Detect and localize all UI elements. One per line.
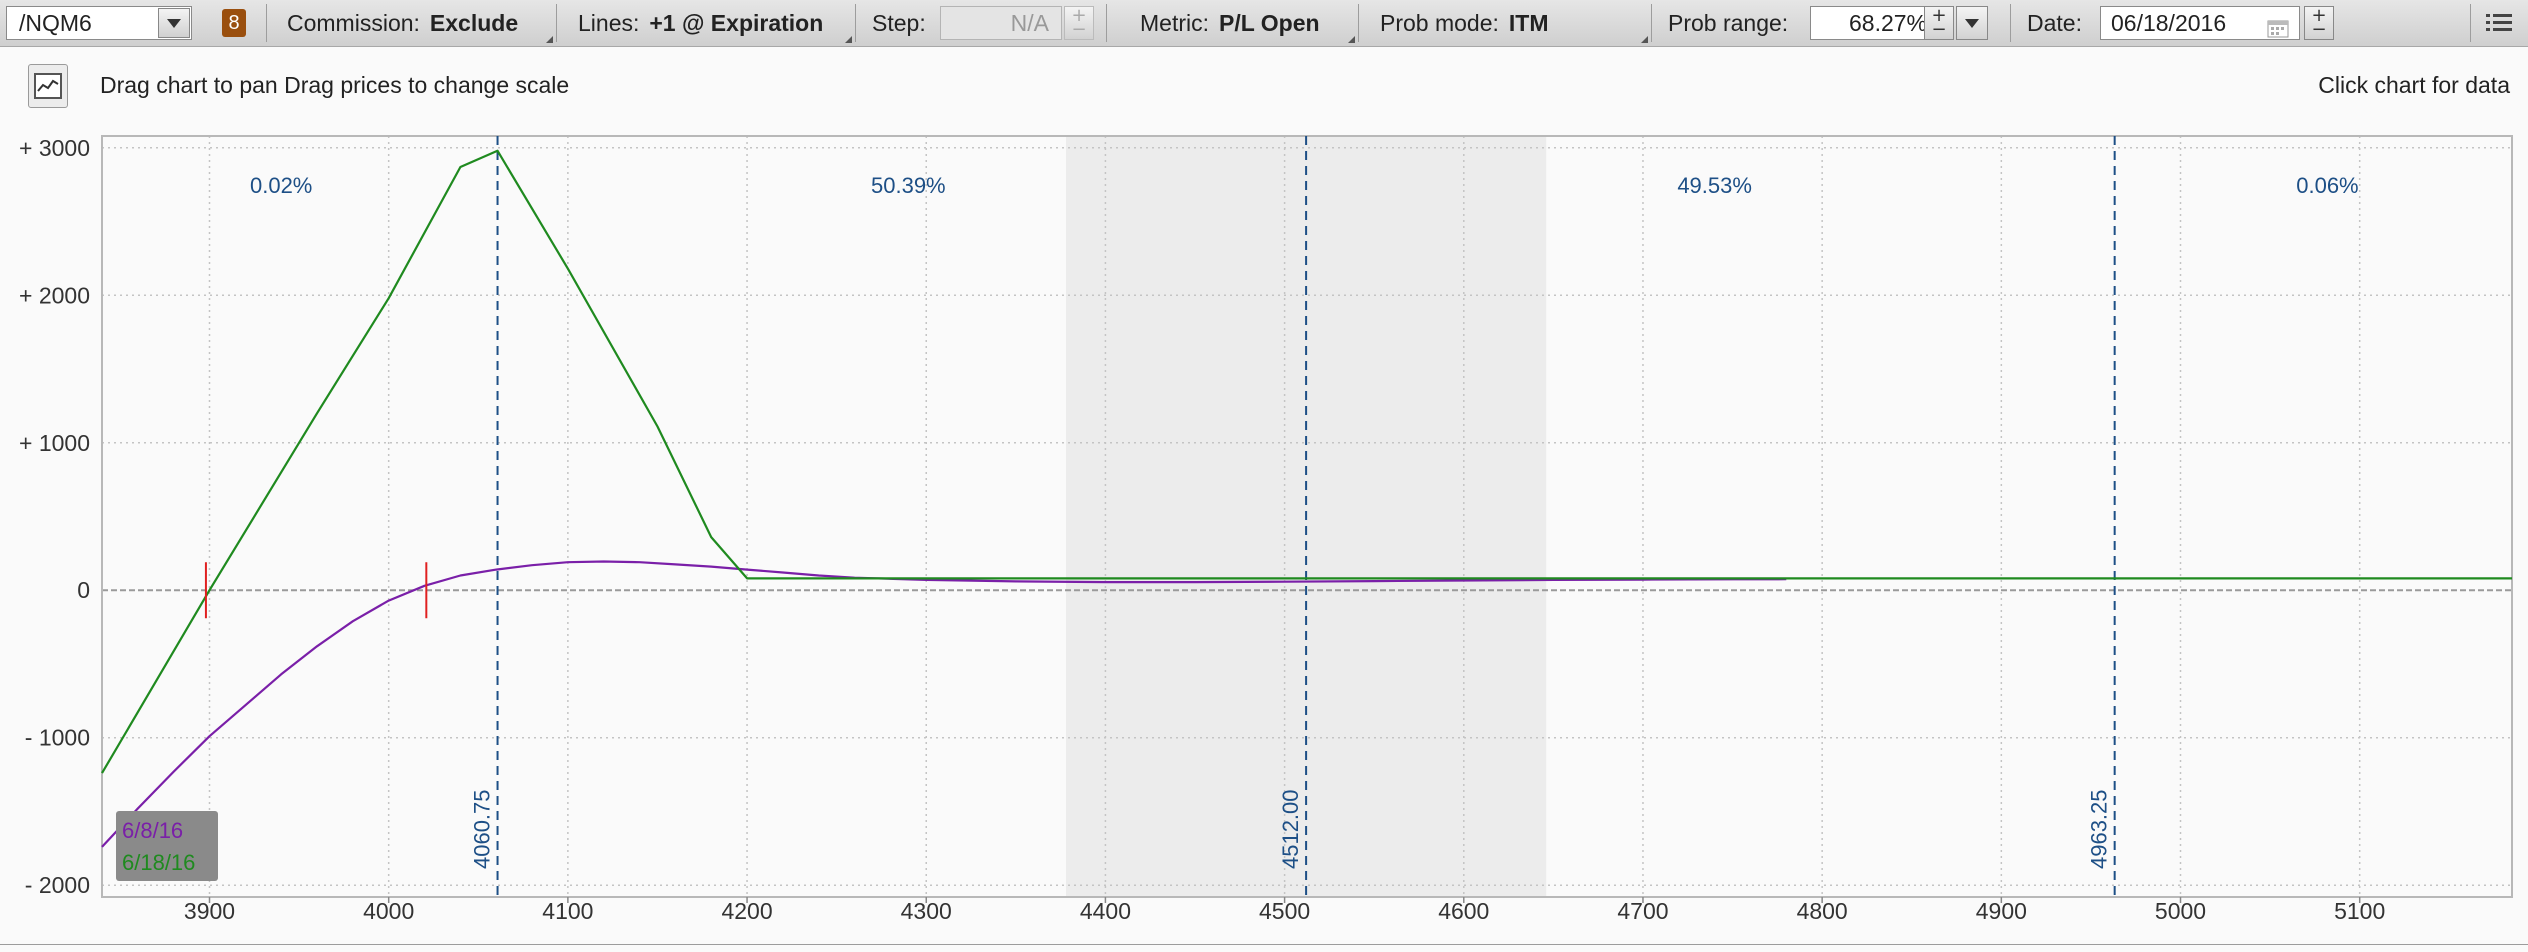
price-marker-label: 4963.25 bbox=[2087, 789, 2112, 869]
probability-label: 50.39% bbox=[871, 173, 946, 198]
commission-selector[interactable]: Commission: Exclude bbox=[287, 0, 518, 46]
probability-label: 0.06% bbox=[2296, 173, 2358, 198]
prob-mode-corner-icon bbox=[1641, 36, 1648, 43]
x-tick-label: 4100 bbox=[542, 898, 593, 924]
x-tick-label: 4700 bbox=[1617, 898, 1668, 924]
prob-range-value: 68.27% bbox=[1848, 10, 1927, 36]
x-tick-label: 4900 bbox=[1976, 898, 2027, 924]
minus-icon: − bbox=[1071, 19, 1087, 40]
prob-range-input[interactable]: 68.27% bbox=[1810, 6, 1938, 40]
bottom-divider bbox=[0, 944, 2528, 945]
prob-range-stepper[interactable]: + − bbox=[1924, 6, 1954, 40]
probability-label: 49.53% bbox=[1677, 173, 1752, 198]
x-tick-label: 4400 bbox=[1080, 898, 1131, 924]
toolbar-divider bbox=[1651, 4, 1652, 42]
metric-selector[interactable]: Metric: P/L Open bbox=[1140, 0, 1320, 46]
step-input[interactable]: N/A bbox=[940, 6, 1062, 40]
prob-range-label: Prob range: bbox=[1668, 9, 1789, 36]
chevron-down-icon bbox=[167, 18, 181, 28]
x-tick-label: 4800 bbox=[1797, 898, 1848, 924]
minus-icon: − bbox=[1931, 19, 1947, 40]
y-tick-label: - 1000 bbox=[25, 725, 90, 751]
step-label: Step: bbox=[872, 9, 926, 36]
legend-entry: 6/8/16 bbox=[122, 818, 183, 843]
risk-profile-chart[interactable]: 4060.75 4512.00 4963.25 - 2000 - 1000 0 + 100… bbox=[0, 123, 2528, 944]
commission-value: Exclude bbox=[429, 9, 519, 36]
menu-button[interactable] bbox=[2470, 0, 2528, 46]
y-tick-label: + 2000 bbox=[19, 282, 90, 308]
x-tick-label: 5000 bbox=[2155, 898, 2206, 924]
date-value: 06/18/2016 bbox=[2111, 10, 2227, 36]
symbol-value: /NQM6 bbox=[19, 10, 92, 36]
hint-bar bbox=[0, 47, 2528, 123]
date-input[interactable]: 06/18/2016 bbox=[2100, 6, 2300, 40]
click-for-data-text: Click chart for data bbox=[2318, 72, 2510, 98]
series-line-6-18-16 bbox=[101, 149, 2512, 774]
plus-icon: + bbox=[1931, 5, 1947, 26]
toolbar-divider bbox=[855, 4, 856, 42]
y-tick-label: - 2000 bbox=[25, 872, 90, 898]
lines-value: +1 @ Expiration bbox=[649, 9, 824, 36]
metric-corner-icon bbox=[1348, 36, 1355, 43]
date-stepper[interactable]: + − bbox=[2304, 6, 2334, 40]
x-tick-label: 3900 bbox=[184, 898, 235, 924]
prob-mode-value: ITM bbox=[1508, 9, 1549, 36]
toolbar: /NQM6 8 Commission: Exclude Lines: +1 @ … bbox=[0, 0, 2528, 47]
chart-type-button[interactable] bbox=[28, 64, 68, 108]
metric-value: P/L Open bbox=[1219, 9, 1320, 36]
lines-selector[interactable]: Lines: +1 @ Expiration bbox=[578, 0, 823, 46]
date-label: Date: bbox=[2027, 9, 2082, 36]
calendar-icon[interactable] bbox=[2267, 14, 2289, 39]
x-tick-label: 4300 bbox=[901, 898, 952, 924]
prob-mode-selector[interactable]: Prob mode: ITM bbox=[1380, 0, 1549, 46]
toolbar-divider bbox=[556, 4, 557, 42]
price-marker-label: 4060.75 bbox=[470, 789, 495, 869]
price-marker-label: 4512.00 bbox=[1278, 789, 1303, 869]
legend-entry: 6/18/16 bbox=[122, 850, 195, 875]
legend-box bbox=[116, 811, 218, 881]
probability-label: 0.02% bbox=[250, 173, 312, 198]
x-tick-label: 4600 bbox=[1438, 898, 1489, 924]
lines-label: Lines: bbox=[578, 9, 640, 36]
x-tick-label: 4200 bbox=[721, 898, 772, 924]
minus-icon: − bbox=[2311, 19, 2327, 40]
x-tick-label: 4000 bbox=[363, 898, 414, 924]
toolbar-divider bbox=[266, 4, 267, 42]
commission-label: Commission: bbox=[287, 9, 420, 36]
chevron-down-icon bbox=[1965, 18, 1979, 28]
step-value: N/A bbox=[1010, 10, 1049, 36]
lines-corner-icon bbox=[845, 36, 852, 43]
y-tick-label: + 1000 bbox=[19, 430, 90, 456]
metric-label: Metric: bbox=[1140, 9, 1209, 36]
line-chart-icon bbox=[34, 73, 62, 99]
alert-badge[interactable]: 8 bbox=[222, 9, 246, 37]
y-tick-label: 0 bbox=[77, 577, 90, 603]
toolbar-divider bbox=[1106, 4, 1107, 42]
drag-hint-text: Drag chart to pan Drag prices to change … bbox=[100, 72, 570, 98]
commission-corner-icon bbox=[546, 36, 553, 43]
x-tick-label: 4500 bbox=[1259, 898, 1310, 924]
x-tick-label: 5100 bbox=[2334, 898, 2385, 924]
toolbar-divider bbox=[2010, 4, 2011, 42]
toolbar-divider bbox=[1358, 4, 1359, 42]
y-tick-label: + 3000 bbox=[19, 135, 90, 161]
plus-icon: + bbox=[1071, 5, 1087, 26]
menu-icon bbox=[2486, 14, 2512, 31]
prob-mode-label: Prob mode: bbox=[1380, 9, 1499, 36]
step-stepper[interactable]: + − bbox=[1064, 6, 1094, 40]
badge-count: 8 bbox=[228, 11, 240, 34]
symbol-dropdown-button[interactable] bbox=[158, 8, 190, 38]
prob-range-dropdown-button[interactable] bbox=[1956, 6, 1988, 40]
toolbar-divider bbox=[2470, 4, 2471, 42]
series-line-6-8-16 bbox=[101, 560, 1787, 848]
plus-icon: + bbox=[2311, 5, 2327, 26]
